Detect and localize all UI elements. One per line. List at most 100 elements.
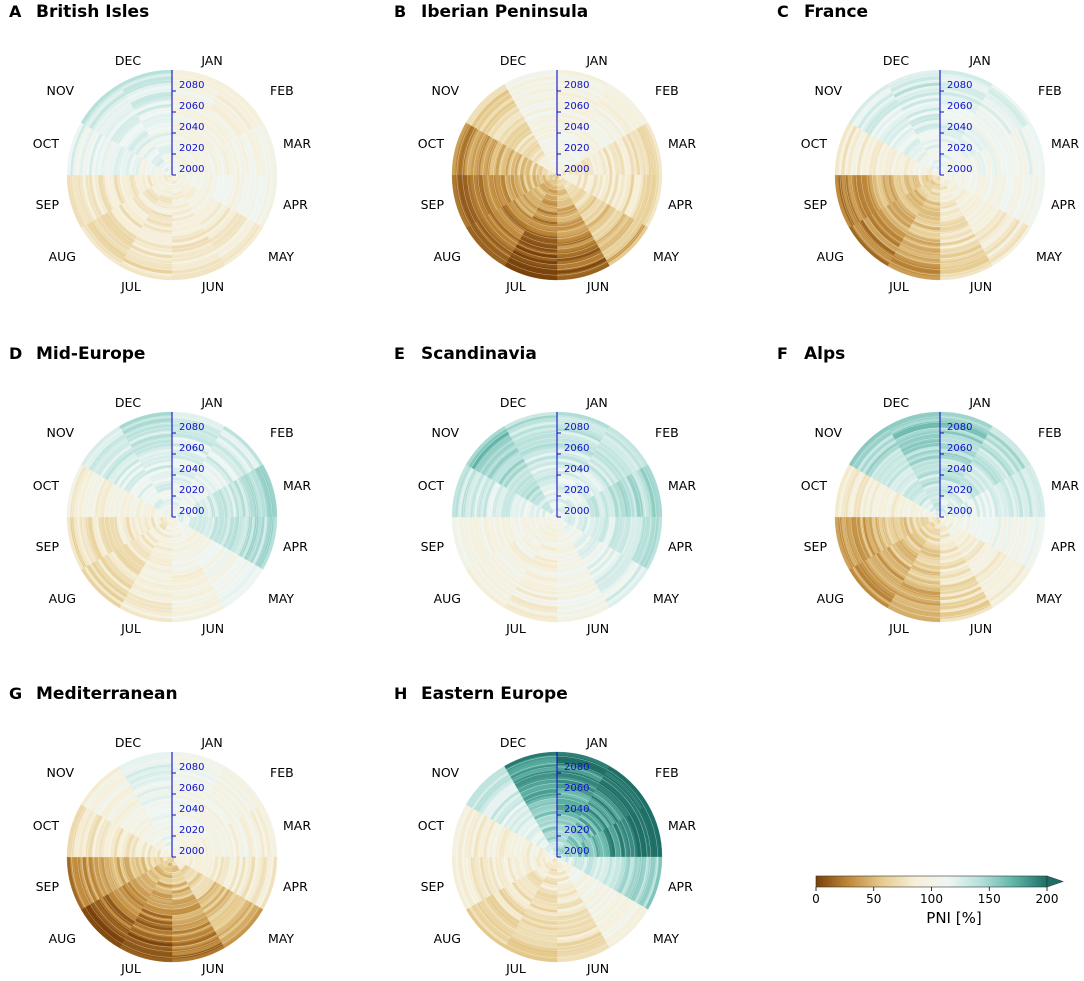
month-label-jul: JUL: [888, 621, 909, 636]
panel-letter: C: [777, 2, 789, 21]
month-label-may: MAY: [268, 591, 294, 606]
year-tick-label: 2020: [564, 485, 589, 496]
year-tick-label: 2020: [564, 143, 589, 154]
colorbar-tick-label: 200: [1036, 892, 1059, 906]
month-label-sep: SEP: [421, 539, 445, 554]
month-label-may: MAY: [653, 591, 679, 606]
panel-mediterranean: G Mediterranean JAN FEB MAR APR MAY JUN JUL AUG SE…: [9, 684, 311, 976]
panel-iberian-peninsula: B Iberian Peninsula JAN FEB MAR APR MAY JUN JUL A…: [394, 2, 696, 294]
month-label-apr: APR: [283, 539, 308, 554]
panel-letter: D: [9, 344, 22, 363]
year-tick-label: 2040: [947, 464, 972, 475]
month-label-jan: JAN: [200, 735, 222, 750]
month-label-apr: APR: [283, 197, 308, 212]
month-label-jul: JUL: [505, 961, 526, 976]
year-tick-label: 2040: [564, 122, 589, 133]
month-label-oct: OCT: [418, 478, 445, 493]
month-label-jun: JUN: [201, 961, 224, 976]
month-label-may: MAY: [1036, 591, 1062, 606]
year-tick-label: 2060: [564, 101, 589, 112]
month-label-sep: SEP: [36, 879, 60, 894]
month-label-sep: SEP: [804, 197, 828, 212]
panel-letter: A: [9, 2, 22, 21]
month-label-dec: DEC: [500, 53, 527, 68]
month-label-dec: DEC: [115, 395, 142, 410]
colorbar-ticks: 0 50 100 150 200: [812, 887, 1058, 906]
month-label-jan: JAN: [585, 395, 607, 410]
year-axis: 2000 2020 2040 2060 2080: [939, 70, 972, 176]
month-label-jul: JUL: [505, 279, 526, 294]
year-tick-label: 2080: [179, 762, 204, 773]
year-tick-label: 2020: [947, 485, 972, 496]
month-label-dec: DEC: [500, 395, 527, 410]
month-label-jan: JAN: [968, 395, 990, 410]
month-label-aug: AUG: [434, 931, 461, 946]
year-tick-label: 2060: [947, 101, 972, 112]
month-label-dec: DEC: [115, 53, 142, 68]
colorbar-tick-label: 0: [812, 892, 820, 906]
month-label-mar: MAR: [1051, 136, 1079, 151]
year-tick-label: 2080: [179, 80, 204, 91]
month-label-dec: DEC: [883, 395, 910, 410]
month-label-jun: JUN: [586, 279, 609, 294]
year-tick-label: 2000: [564, 164, 589, 175]
month-label-may: MAY: [653, 931, 679, 946]
month-label-may: MAY: [268, 249, 294, 264]
panel-letter: H: [394, 684, 407, 703]
year-axis: 2000 2020 2040 2060 2080: [171, 752, 204, 858]
year-tick-label: 2060: [947, 443, 972, 454]
year-tick-label: 2080: [179, 422, 204, 433]
month-label-oct: OCT: [33, 478, 60, 493]
month-label-apr: APR: [1051, 197, 1076, 212]
month-label-aug: AUG: [434, 591, 461, 606]
month-label-oct: OCT: [801, 478, 828, 493]
month-label-aug: AUG: [434, 249, 461, 264]
month-label-apr: APR: [668, 879, 693, 894]
year-tick-label: 2000: [947, 506, 972, 517]
panel-eastern-europe: H Eastern Europe JAN FEB MAR APR MAY JUN JUL AUG S…: [394, 684, 696, 976]
month-label-dec: DEC: [500, 735, 527, 750]
month-label-jun: JUN: [201, 279, 224, 294]
year-tick-label: 2060: [179, 101, 204, 112]
month-label-feb: FEB: [1038, 83, 1062, 98]
month-label-jun: JUN: [969, 621, 992, 636]
month-label-jan: JAN: [968, 53, 990, 68]
year-tick-label: 2040: [179, 464, 204, 475]
year-tick-label: 2040: [564, 464, 589, 475]
year-axis: 2000 2020 2040 2060 2080: [556, 412, 589, 518]
month-label-feb: FEB: [270, 425, 294, 440]
year-tick-label: 2080: [947, 422, 972, 433]
year-axis: 2000 2020 2040 2060 2080: [556, 752, 589, 858]
month-label-nov: NOV: [46, 83, 74, 98]
month-label-nov: NOV: [814, 425, 842, 440]
year-axis: 2000 2020 2040 2060 2080: [171, 70, 204, 176]
month-label-jul: JUL: [505, 621, 526, 636]
month-label-may: MAY: [268, 931, 294, 946]
month-label-jan: JAN: [200, 395, 222, 410]
month-label-nov: NOV: [46, 425, 74, 440]
year-tick-label: 2000: [564, 846, 589, 857]
panels-group: A British Isles JAN FEB MAR APR MAY JUN JUL AUG SE…: [9, 2, 1079, 976]
month-label-nov: NOV: [814, 83, 842, 98]
month-label-nov: NOV: [431, 83, 459, 98]
month-label-jun: JUN: [201, 621, 224, 636]
panel-title: British Isles: [36, 2, 149, 22]
month-label-may: MAY: [1036, 249, 1062, 264]
panel-letter: G: [9, 684, 22, 703]
panel-letter: F: [777, 344, 788, 363]
month-label-aug: AUG: [49, 931, 76, 946]
colorbar-tick-label: 100: [920, 892, 943, 906]
year-tick-label: 2040: [179, 804, 204, 815]
panel-title: Iberian Peninsula: [421, 2, 588, 22]
month-label-jan: JAN: [585, 735, 607, 750]
month-label-aug: AUG: [817, 591, 844, 606]
panel-title: Alps: [804, 344, 845, 364]
year-tick-label: 2040: [564, 804, 589, 815]
month-label-mar: MAR: [283, 136, 311, 151]
year-tick-label: 2060: [564, 443, 589, 454]
panel-france: C France JAN FEB MAR APR MAY JUN JUL AUG SEP OCT NOV…: [777, 2, 1079, 294]
month-label-feb: FEB: [655, 83, 679, 98]
year-tick-label: 2020: [564, 825, 589, 836]
year-tick-label: 2060: [179, 443, 204, 454]
year-tick-label: 2000: [179, 164, 204, 175]
